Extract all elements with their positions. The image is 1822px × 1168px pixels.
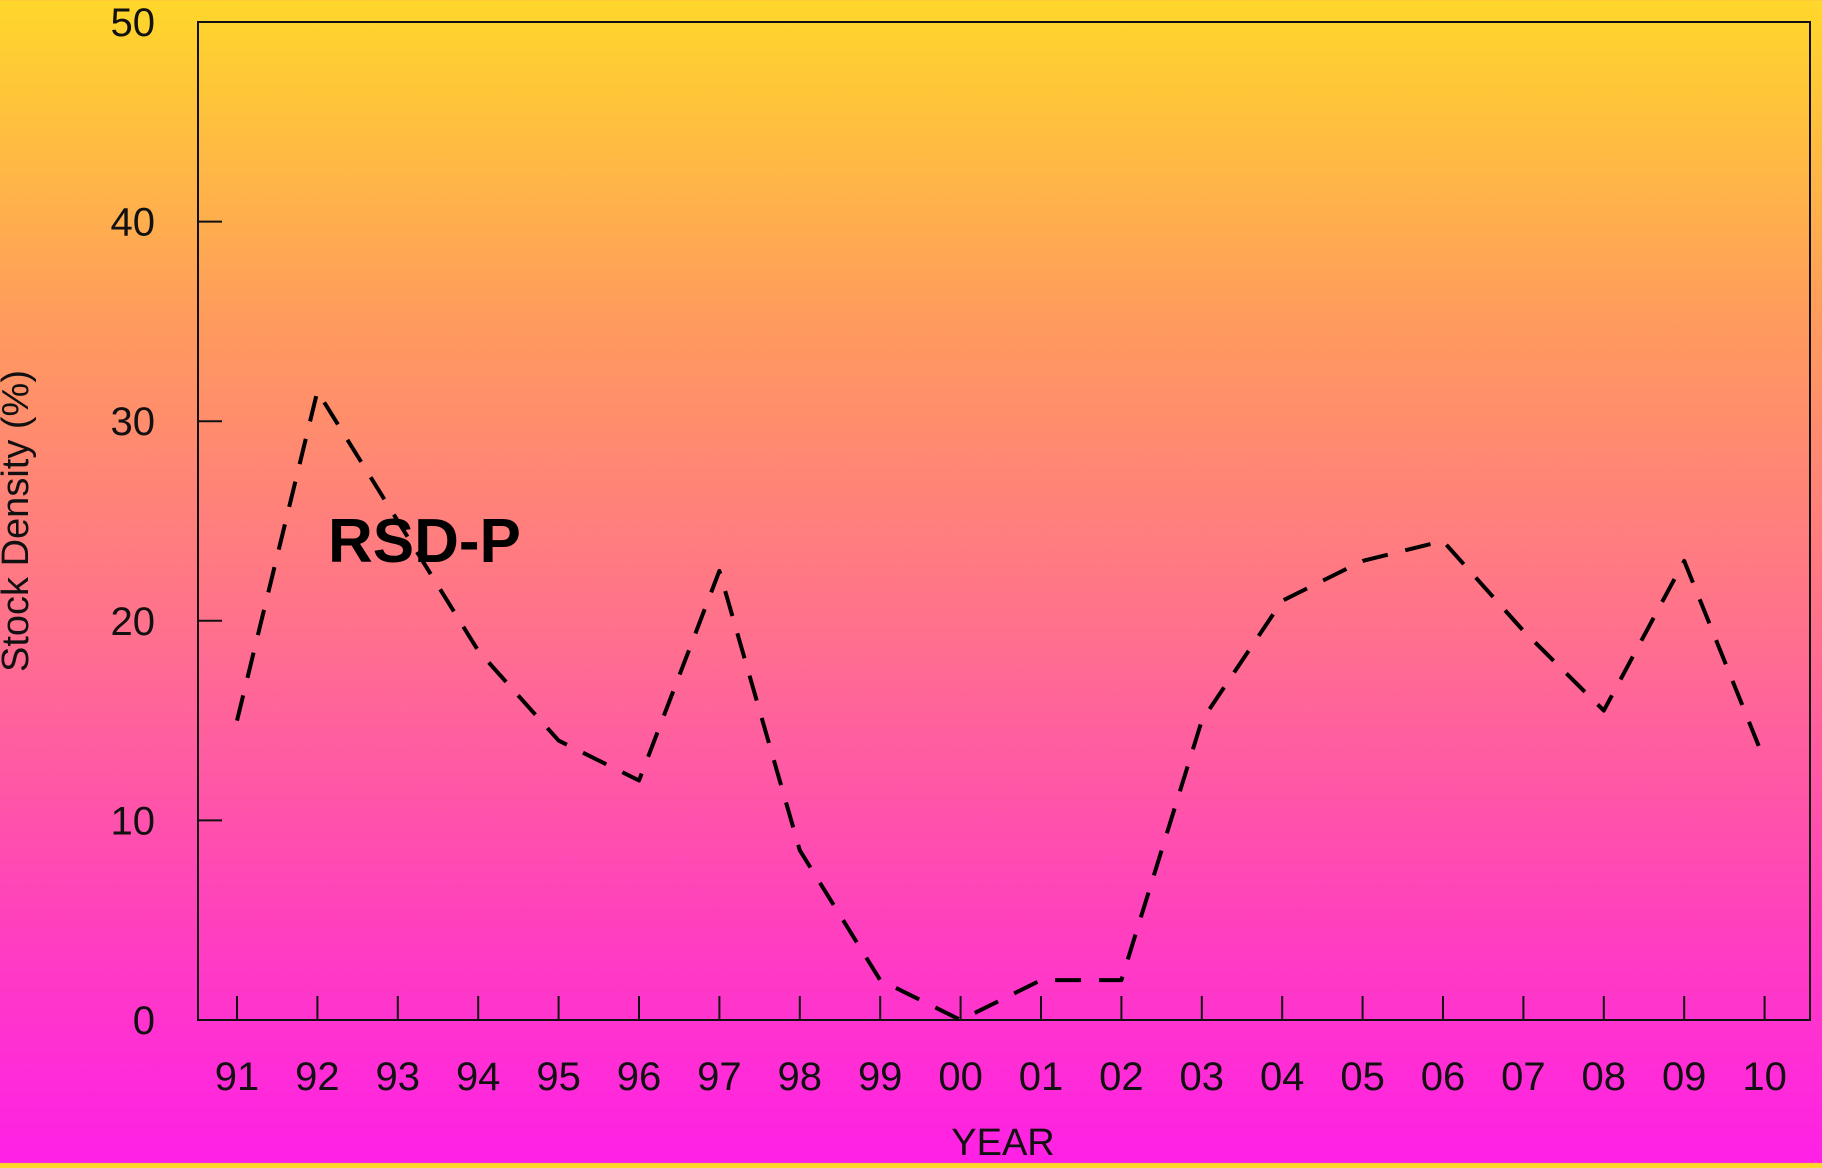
series-layer [235,389,1767,1022]
data-point [1523,630,1524,631]
x-tick-label: 09 [1662,1055,1707,1099]
plot-area [197,21,1811,1021]
x-tick-label: 98 [778,1055,823,1099]
x-tick-label: 10 [1742,1055,1787,1099]
x-tick-label: 97 [697,1055,742,1099]
data-point [317,391,318,392]
y-tick-label: 40 [111,201,156,245]
y-axis-title: Stock Density (%) [0,370,37,672]
y-tick-label: 30 [111,400,156,444]
y-tick-label: 20 [111,600,156,644]
x-tick-label: 93 [376,1055,421,1099]
x-tick-label: 05 [1340,1055,1385,1099]
data-point [478,650,479,651]
x-axis-title: YEAR [951,1122,1054,1163]
series-annotation: RSD-P [328,507,521,576]
data-point [1201,720,1202,721]
data-point [1282,600,1283,601]
x-tick-label: 06 [1421,1055,1466,1099]
x-tick-label: 95 [536,1055,581,1099]
x-axis: 91 92 93 94 95 96 97 98 99 00 01 02 03 04 05 06 07 08 09 10 [215,996,1787,1099]
x-tick-label: 99 [858,1055,903,1099]
data-point [1041,980,1042,981]
x-tick-label: 08 [1582,1055,1627,1099]
data-point [1443,540,1444,541]
x-tick-label: 07 [1501,1055,1546,1099]
x-tick-label: 04 [1260,1055,1305,1099]
x-tick-label: 03 [1180,1055,1225,1099]
y-tick-label: 0 [133,999,155,1043]
x-tick-label: 94 [456,1055,501,1099]
series-line [235,389,1767,1022]
y-tick-label: 50 [111,1,156,45]
data-point [1764,760,1765,761]
y-tick-label: 10 [111,799,156,843]
x-tick-label: 00 [938,1055,983,1099]
x-tick-label: 92 [295,1055,340,1099]
x-tick-label: 96 [617,1055,662,1099]
x-tick-label: 02 [1099,1055,1144,1099]
x-tick-label: 91 [215,1055,260,1099]
y-axis: 0 10 20 30 40 50 [111,1,222,1043]
x-tick-label: 01 [1019,1055,1064,1099]
